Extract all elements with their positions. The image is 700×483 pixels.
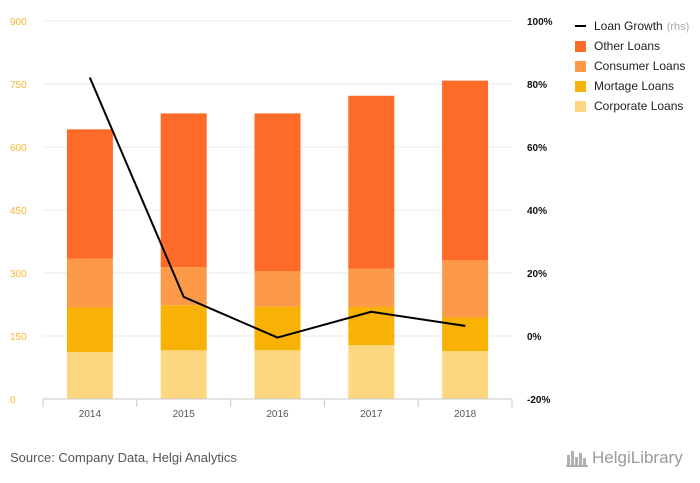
x-tick-label: 2015	[173, 409, 196, 420]
legend-swatch-corporate-loans	[575, 101, 586, 112]
right-y-axis: -20% 0% 20% 40% 60% 80% 100%	[527, 17, 553, 406]
bar-corporate-loans-2014	[66, 351, 113, 399]
bar-stacks	[66, 80, 489, 399]
bar-corporate-loans-2018	[442, 351, 489, 399]
bar-corporate-loans-2016	[254, 350, 301, 399]
legend-label-other-loans: Other Loans	[594, 39, 660, 53]
legend-label-mortage-loans: Mortage Loans	[594, 79, 674, 93]
legend: Loan Growth (rhs) Other Loans Consumer Loan…	[575, 19, 689, 113]
loan-growth-point-2015	[183, 296, 185, 298]
left-y-tick-label: 450	[10, 206, 27, 217]
left-y-tick-label: 900	[10, 17, 27, 28]
right-y-tick-label: 80%	[527, 80, 547, 91]
bar-mortage-loans-2015	[160, 305, 207, 351]
bar-consumer-loans-2014	[66, 258, 113, 308]
left-y-axis: 0 150 300 450 600 750 900	[10, 17, 27, 406]
legend-swatch-consumer-loans	[575, 61, 586, 72]
x-axis: 2014 2015 2016 2017 2018	[42, 398, 513, 420]
bar-consumer-loans-2016	[254, 271, 301, 307]
logo-text: HelgiLibrary	[592, 448, 683, 467]
loan-growth-point-2014	[89, 77, 91, 79]
left-y-tick-label: 150	[10, 332, 27, 343]
x-tick-label: 2018	[454, 409, 477, 420]
chart: 0 150 300 450 600 750 900 -20% 0% 20% 40% 60% 80% 10…	[10, 17, 689, 420]
legend-label-consumer-loans: Consumer Loans	[594, 59, 685, 73]
helgi-library-logo: HelgiLibrary	[566, 448, 683, 468]
loan-growth-point-2017	[370, 311, 372, 313]
legend-label-corporate-loans: Corporate Loans	[594, 99, 683, 113]
right-y-tick-label: 40%	[527, 206, 547, 217]
legend-label-rhs: (rhs)	[667, 21, 690, 33]
loan-growth-point-2018	[464, 325, 466, 327]
bar-other-loans-2014	[66, 129, 113, 259]
library-building-icon	[566, 451, 588, 467]
bar-other-loans-2015	[160, 113, 207, 268]
bar-consumer-loans-2015	[160, 267, 207, 306]
right-y-tick-label: 0%	[527, 332, 542, 343]
bar-corporate-loans-2015	[160, 350, 207, 399]
left-y-tick-label: 600	[10, 143, 27, 154]
bar-consumer-loans-2017	[348, 268, 395, 308]
loan-growth-line-layer	[88, 77, 466, 339]
x-tick-label: 2017	[360, 409, 383, 420]
x-tick-label: 2016	[266, 409, 289, 420]
bar-corporate-loans-2017	[348, 345, 395, 399]
bar-other-loans-2017	[348, 95, 395, 269]
legend-label-loan-growth: Loan Growth (rhs)	[594, 19, 689, 33]
bar-consumer-loans-2018	[442, 260, 489, 318]
source-note: Source: Company Data, Helgi Analytics	[10, 450, 237, 465]
legend-swatch-mortage-loans	[575, 81, 586, 92]
bar-mortage-loans-2014	[66, 307, 113, 352]
right-y-tick-label: 60%	[527, 143, 547, 154]
legend-label-loan-growth-name: Loan Growth	[594, 19, 663, 33]
left-y-tick-label: 300	[10, 269, 27, 280]
loan-growth-point-2016	[277, 337, 278, 339]
legend-swatch-other-loans	[575, 41, 586, 52]
x-tick-label: 2014	[79, 409, 102, 420]
bar-other-loans-2018	[442, 80, 489, 261]
right-y-tick-label: 100%	[527, 17, 553, 28]
right-y-tick-label: 20%	[527, 269, 547, 280]
right-y-tick-label: -20%	[527, 395, 550, 406]
bar-mortage-loans-2016	[254, 306, 301, 351]
bar-other-loans-2016	[254, 113, 301, 272]
left-y-tick-label: 0	[10, 395, 16, 406]
left-y-tick-label: 750	[10, 80, 27, 91]
